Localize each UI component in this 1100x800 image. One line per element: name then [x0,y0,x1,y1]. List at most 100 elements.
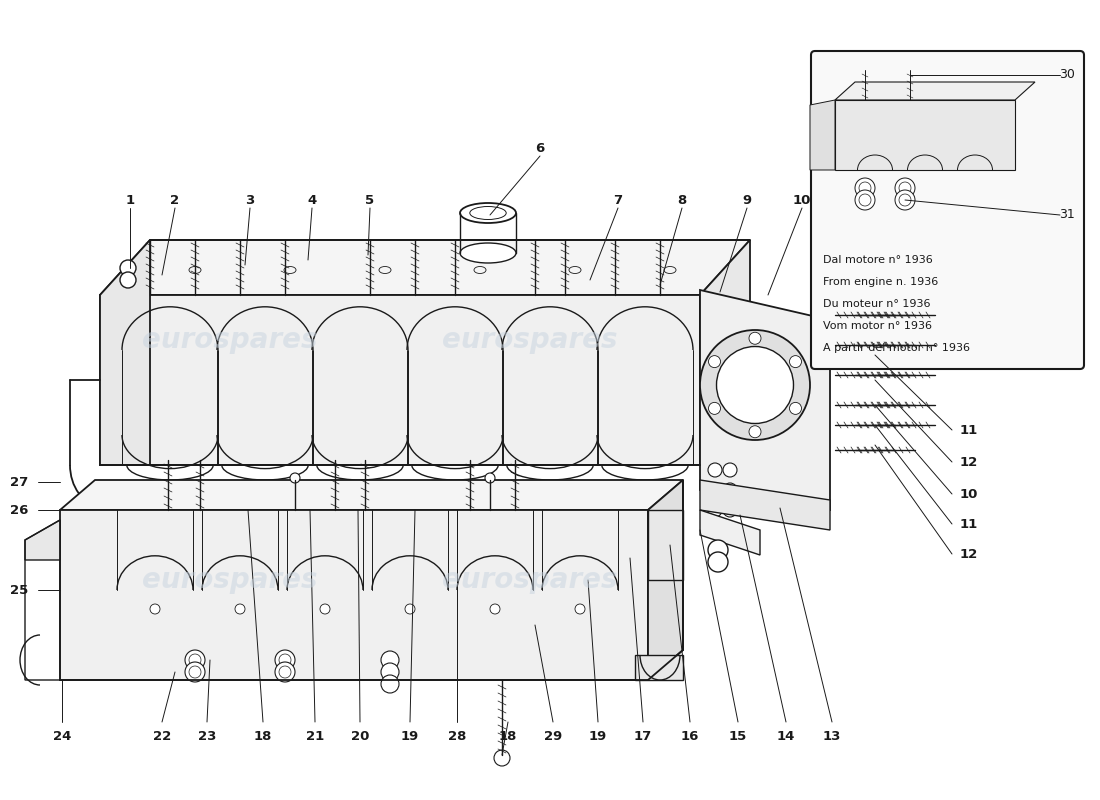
Text: 11: 11 [960,423,978,437]
Text: 4: 4 [307,194,317,206]
Text: 31: 31 [1059,209,1075,222]
Polygon shape [60,480,683,510]
Text: eurospares: eurospares [442,326,618,354]
Circle shape [405,604,415,614]
Circle shape [490,604,500,614]
Text: 9: 9 [742,194,751,206]
Polygon shape [635,655,683,680]
Text: eurospares: eurospares [142,326,318,354]
Polygon shape [60,510,648,680]
Circle shape [790,402,802,414]
Text: 10: 10 [793,194,811,206]
Circle shape [185,650,205,670]
Text: 10: 10 [960,487,978,501]
Text: eurospares: eurospares [142,566,318,594]
Polygon shape [25,520,60,560]
Text: 18: 18 [254,730,272,743]
Circle shape [235,604,245,614]
Circle shape [120,260,136,276]
Text: 13: 13 [823,730,842,743]
Text: 2: 2 [170,194,179,206]
Circle shape [185,662,205,682]
Circle shape [855,190,875,210]
Circle shape [381,675,399,693]
Text: 20: 20 [351,730,370,743]
Text: 26: 26 [10,503,28,517]
Ellipse shape [460,203,516,223]
Circle shape [381,651,399,669]
Text: 19: 19 [400,730,419,743]
Polygon shape [648,510,683,580]
Circle shape [120,272,136,288]
Circle shape [485,473,495,483]
Text: Dal motore n° 1936: Dal motore n° 1936 [823,255,933,265]
Circle shape [749,332,761,344]
Polygon shape [648,480,683,680]
Text: A partir del motor n° 1936: A partir del motor n° 1936 [823,343,970,353]
Circle shape [290,473,300,483]
Text: 19: 19 [588,730,607,743]
Circle shape [708,540,728,560]
Polygon shape [700,290,830,510]
Text: 8: 8 [678,194,686,206]
Text: 18: 18 [498,730,517,743]
Text: 3: 3 [245,194,254,206]
Circle shape [855,178,875,198]
Circle shape [790,356,802,368]
Text: 24: 24 [53,730,72,743]
Circle shape [150,604,160,614]
Text: 22: 22 [153,730,172,743]
Circle shape [708,503,722,517]
Text: 12: 12 [960,547,978,561]
Circle shape [716,346,793,423]
Polygon shape [100,240,150,465]
Polygon shape [835,82,1035,100]
Circle shape [279,666,292,678]
Circle shape [895,178,915,198]
Circle shape [700,330,810,440]
Circle shape [723,523,737,537]
Text: eurospares: eurospares [442,566,618,594]
Circle shape [749,426,761,438]
Text: 17: 17 [634,730,652,743]
Text: 1: 1 [125,194,134,206]
Circle shape [723,463,737,477]
Circle shape [899,182,911,194]
Polygon shape [700,480,830,530]
Text: From engine n. 1936: From engine n. 1936 [823,277,938,287]
Text: 7: 7 [614,194,623,206]
Circle shape [279,654,292,666]
Circle shape [708,483,722,497]
Circle shape [899,194,911,206]
Circle shape [723,483,737,497]
Text: 23: 23 [198,730,217,743]
Circle shape [189,666,201,678]
Circle shape [575,604,585,614]
Text: 21: 21 [306,730,324,743]
FancyBboxPatch shape [811,51,1084,369]
Circle shape [723,503,737,517]
Circle shape [708,402,720,414]
Circle shape [859,182,871,194]
Polygon shape [700,510,760,555]
Text: Vom motor n° 1936: Vom motor n° 1936 [823,321,932,331]
Circle shape [708,356,720,368]
Circle shape [494,750,510,766]
Circle shape [189,654,201,666]
Text: 6: 6 [536,142,544,154]
Polygon shape [100,240,750,295]
Circle shape [859,194,871,206]
Text: Du moteur n° 1936: Du moteur n° 1936 [823,299,931,309]
Circle shape [275,650,295,670]
Polygon shape [100,295,700,465]
Circle shape [381,663,399,681]
Text: 29: 29 [543,730,562,743]
Text: 14: 14 [777,730,795,743]
Circle shape [895,190,915,210]
Text: 27: 27 [10,475,28,489]
Polygon shape [700,240,750,465]
Text: 15: 15 [729,730,747,743]
Ellipse shape [460,243,516,263]
Text: 30: 30 [1059,69,1075,82]
Polygon shape [835,100,1015,170]
